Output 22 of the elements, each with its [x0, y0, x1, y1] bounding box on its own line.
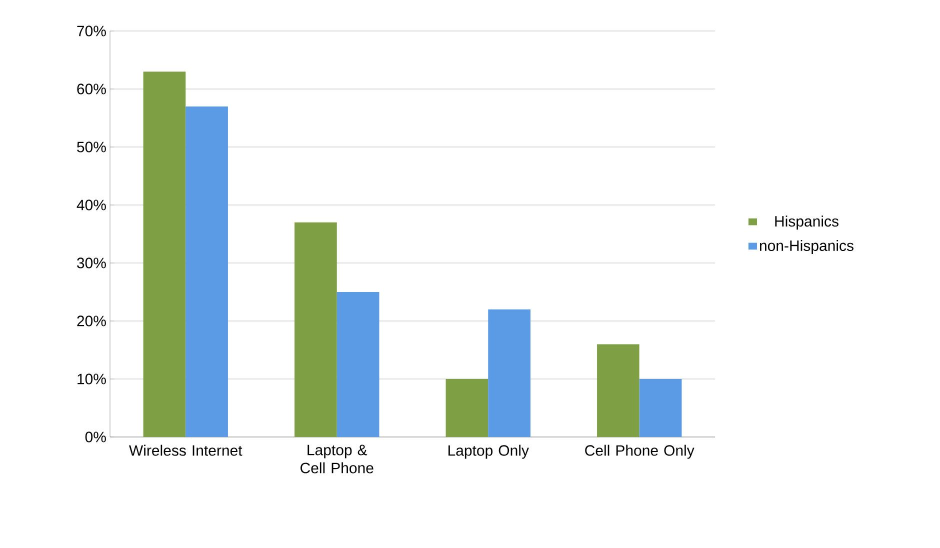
y-tick-label: 70%: [77, 26, 106, 36]
y-tick-label: 60%: [77, 84, 106, 94]
x-tick-label: Cell Phone Only: [585, 444, 694, 459]
y-tick-label: 20%: [77, 316, 106, 326]
y-tick-label: 50%: [77, 142, 106, 152]
y-tick-label: 30%: [77, 258, 106, 268]
legend-label: Hispanics: [775, 216, 838, 230]
x-tick-label: Laptop & Cell Phone: [300, 444, 374, 474]
y-tick-label: 0%: [85, 432, 106, 442]
y-tick-label: 40%: [76, 200, 106, 210]
x-tick-label: Wireless Internet: [129, 444, 242, 456]
bar: [488, 309, 530, 437]
bar: [186, 106, 228, 437]
x-tick-label: Laptop Only: [448, 444, 529, 459]
bar: [336, 292, 380, 437]
bar: [597, 344, 640, 437]
bar: [639, 378, 682, 437]
bar: [446, 378, 488, 437]
legend-label: non-Hispanics: [760, 240, 854, 254]
bar: [143, 72, 186, 437]
bar: [294, 222, 337, 437]
y-tick-label: 10%: [78, 374, 106, 384]
